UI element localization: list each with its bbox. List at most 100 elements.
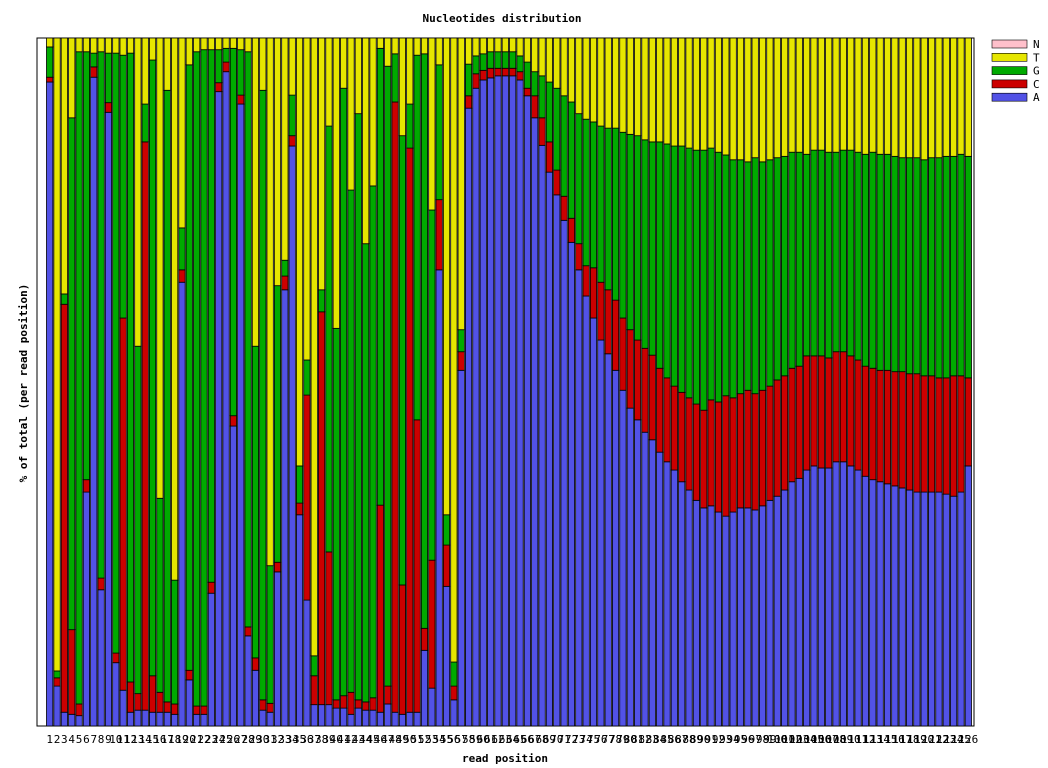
bar-segment [553,194,561,727]
bar-segment [597,339,605,727]
x-tick-label: 12 [124,733,137,746]
bar-segment [259,709,267,727]
bar-segment [553,169,561,196]
bar-segment [178,227,186,271]
bar-segment [237,103,245,727]
bar-segment [494,75,502,727]
x-tick-label: 50 [403,733,416,746]
bar-segment [604,289,612,355]
bar-segment [465,95,473,109]
bar-segment [950,495,958,727]
bar-segment [457,37,465,331]
bar-segment [582,37,590,120]
bar-segment [112,52,120,654]
bar-segment [964,465,972,727]
bar-segment [795,477,803,727]
bar-segment [714,37,723,153]
bar-segment [244,37,252,53]
bar-segment [876,153,884,371]
bar-segment [362,701,370,711]
x-tick-label: 101 [775,733,795,746]
bar-segment [928,157,936,377]
bar-segment [766,499,774,727]
bar-segment [898,371,906,489]
bar-segment [553,37,561,89]
bar-segment [883,483,892,727]
bar-segment [611,127,620,301]
bar-segment [119,317,127,691]
bar-segment [332,327,340,701]
x-tick-label: 78 [609,733,622,746]
bar-segment [82,51,90,481]
bar-segment [53,685,61,727]
bar-segment [442,585,451,727]
bar-segment [950,155,958,377]
bar-segment [229,47,237,417]
bar-segment [60,303,68,713]
bar-segment [736,507,745,727]
bar-segment [744,37,752,163]
x-tick-label: 60 [477,733,490,746]
bar-segment [847,355,855,467]
bar-segment [751,509,759,727]
x-tick-label: 53 [425,733,438,746]
bar-segment [758,505,767,727]
bar-segment [318,37,326,291]
bar-segment [384,65,392,687]
bar-segment [964,155,972,379]
x-tick-label: 23 [205,733,218,746]
x-tick-label: 49 [396,733,409,746]
x-tick-label: 10 [109,733,122,746]
bar-segment [134,693,142,711]
bar-segment [803,153,811,357]
bar-segment [582,295,590,727]
bar-segment [310,37,318,657]
bar-segment [119,54,127,319]
bar-segment [817,37,825,151]
bar-segment [832,461,840,727]
bar-segment [707,147,715,401]
bar-segment [185,669,193,681]
bar-segment [362,709,370,727]
bar-segment [913,37,921,159]
bar-segment [538,37,546,77]
bar-segment [46,81,54,727]
bar-segment [663,377,671,463]
x-tick-label: 8 [98,733,105,746]
bar-segment [663,37,671,145]
bar-segment [398,135,407,586]
bar-segment [538,75,546,119]
bar-segment [648,439,656,727]
bar-segment [347,713,355,727]
bar-segment [215,49,223,84]
bar-segment [222,61,230,73]
bar-segment [825,467,833,727]
bar-segment [604,37,612,129]
bar-segment [942,155,950,379]
bar-segment [46,46,54,78]
bar-segment [406,147,414,713]
bar-segment [46,37,54,48]
bar-segment [964,377,972,467]
bar-segment [340,707,348,727]
bar-segment [516,55,524,73]
bar-segment [722,395,730,517]
x-tick-label: 5 [76,733,83,746]
x-tick-label: 7 [90,733,97,746]
bar-segment [68,629,76,715]
bar-segment [200,705,208,715]
bar-segment [619,389,627,727]
bar-segment [839,149,847,353]
bar-segment [847,465,855,727]
bar-segment [428,559,436,689]
bar-segment [479,79,487,727]
bar-segment [928,491,936,727]
bar-segment [567,101,576,219]
x-tick-label: 3 [61,733,68,746]
bar-segment [295,502,304,516]
bar-segment [707,505,715,727]
bar-segment [398,584,407,715]
bar-segment [575,243,583,271]
bar-segment [523,87,531,97]
